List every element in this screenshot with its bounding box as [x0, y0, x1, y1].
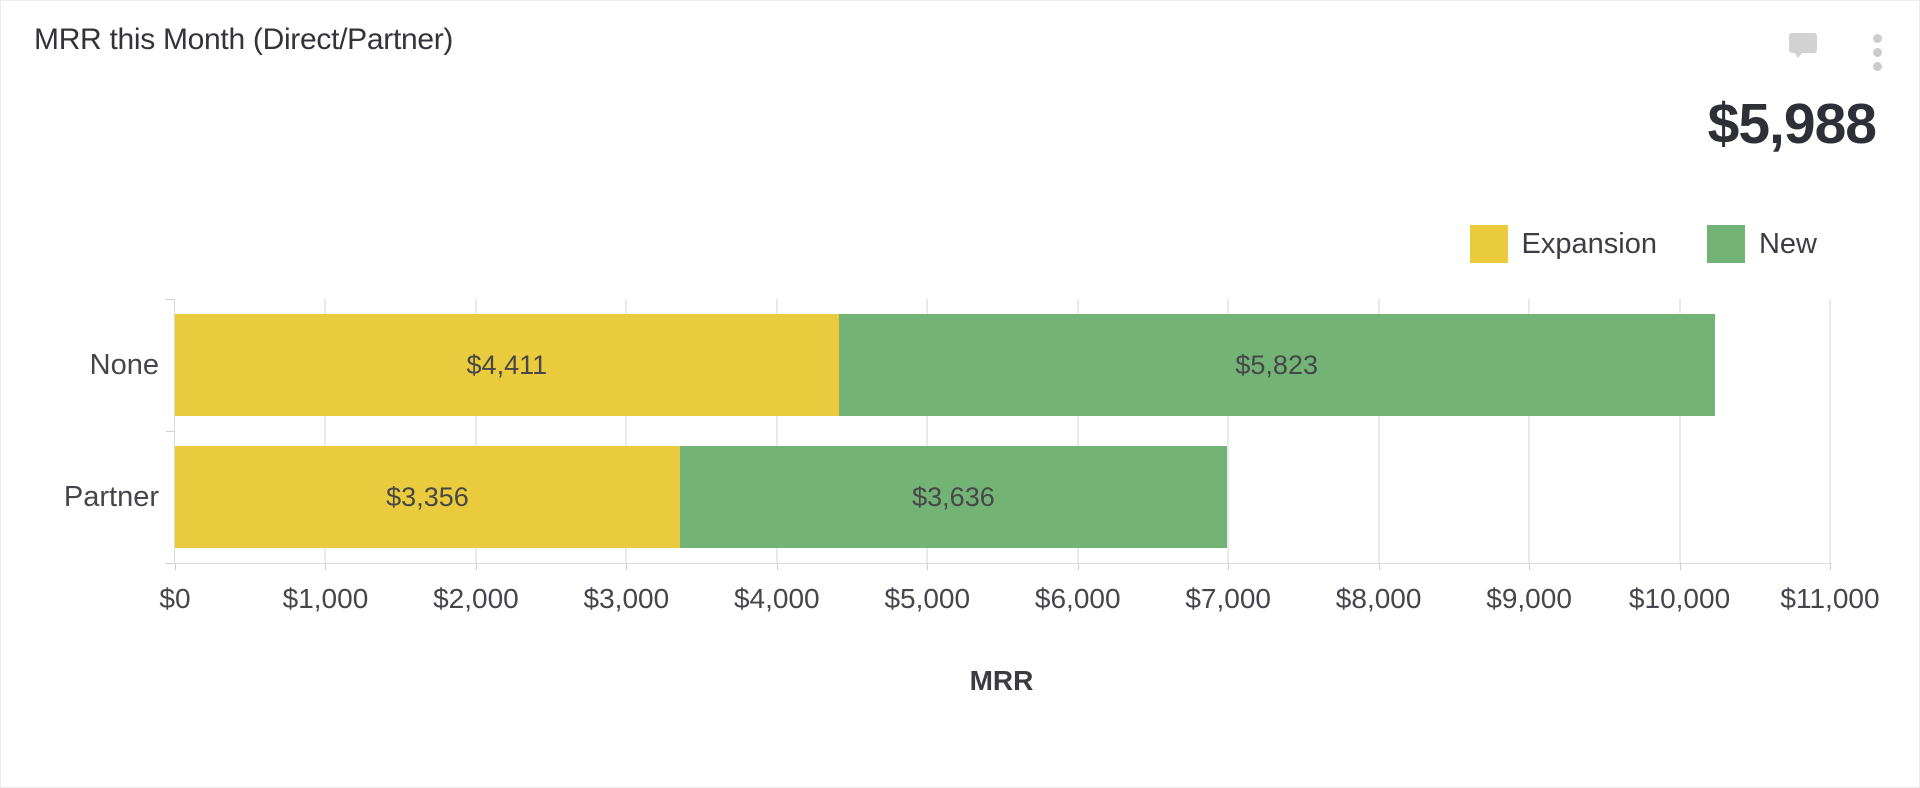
- x-axis-tick: [776, 563, 778, 570]
- x-tick-label: $2,000: [433, 583, 519, 614]
- bar-value-label: $5,823: [1235, 349, 1318, 380]
- kebab-menu-icon[interactable]: [1873, 34, 1882, 76]
- x-tick-label: $9,000: [1486, 583, 1572, 614]
- legend-label: Expansion: [1521, 227, 1657, 260]
- gridline: [1377, 299, 1380, 563]
- gridline: [474, 299, 477, 563]
- x-axis-tick: [475, 563, 477, 570]
- x-axis-title: MRR: [969, 665, 1034, 696]
- bar-value-label: $3,356: [386, 481, 469, 512]
- x-tick-label: $3,000: [583, 583, 670, 614]
- legend-label: New: [1758, 227, 1817, 260]
- gridline: [1829, 299, 1831, 563]
- x-axis-tick: [1830, 563, 1831, 570]
- x-tick-label: $5,000: [884, 583, 971, 614]
- bar-segment-new-none[interactable]: $5,823: [838, 314, 1715, 416]
- gridline: [1227, 299, 1230, 563]
- x-axis-tick: [1529, 563, 1531, 570]
- bar-segment-new-partner[interactable]: $3,636: [679, 446, 1227, 548]
- gridline: [1528, 299, 1531, 563]
- category-label: Partner: [63, 480, 159, 513]
- x-axis-tick: [626, 563, 628, 570]
- expansion-swatch: [1469, 225, 1508, 263]
- bar-value-label: $4,411: [466, 349, 548, 380]
- gridline: [1076, 299, 1079, 563]
- legend-item-expansion[interactable]: Expansion: [1469, 225, 1657, 263]
- x-tick-label: $1,000: [282, 583, 369, 614]
- gridline: [1678, 299, 1681, 563]
- x-tick-label: $11,000: [1780, 583, 1880, 614]
- x-tick-label: $7,000: [1185, 583, 1271, 614]
- gridline: [775, 299, 778, 563]
- x-axis-tick: [1378, 563, 1380, 570]
- new-swatch: [1706, 225, 1745, 263]
- category-label: None: [89, 348, 159, 381]
- comment-icon[interactable]: [1789, 33, 1817, 58]
- page-title: MRR this Month (Direct/Partner): [34, 23, 454, 56]
- x-tick-label: $0: [159, 583, 191, 614]
- bar-value-label: $3,636: [912, 481, 995, 512]
- x-axis-tick: [175, 563, 176, 570]
- x-axis-tick: [927, 563, 929, 570]
- bar-segment-expansion-partner[interactable]: $3,356: [175, 446, 680, 548]
- x-axis-tick: [1077, 563, 1079, 570]
- summary-value: $5,988: [1707, 92, 1877, 156]
- gridline: [926, 299, 929, 563]
- legend-item-new[interactable]: New: [1706, 225, 1817, 263]
- bar-segment-expansion-none[interactable]: $4,411: [175, 314, 839, 416]
- x-tick-label: $6,000: [1034, 583, 1121, 614]
- gridline: [625, 299, 628, 563]
- x-tick-label: $10,000: [1628, 583, 1731, 614]
- x-tick-label: $8,000: [1335, 583, 1422, 614]
- gridline: [324, 299, 327, 563]
- x-axis-tick: [325, 563, 327, 570]
- plot-area: $0 $1,000 $2,000 $3,000 $4,000 $5,000 $6,000 $7…: [64, 299, 1880, 614]
- x-axis-tick: [1679, 563, 1681, 570]
- y-axis-tick: [166, 563, 174, 564]
- x-tick-label: $4,000: [733, 583, 820, 614]
- y-axis-tick: [166, 299, 174, 300]
- y-axis-tick: [166, 431, 174, 432]
- legend: Expansion New: [1469, 225, 1817, 263]
- x-axis-tick: [1228, 563, 1230, 570]
